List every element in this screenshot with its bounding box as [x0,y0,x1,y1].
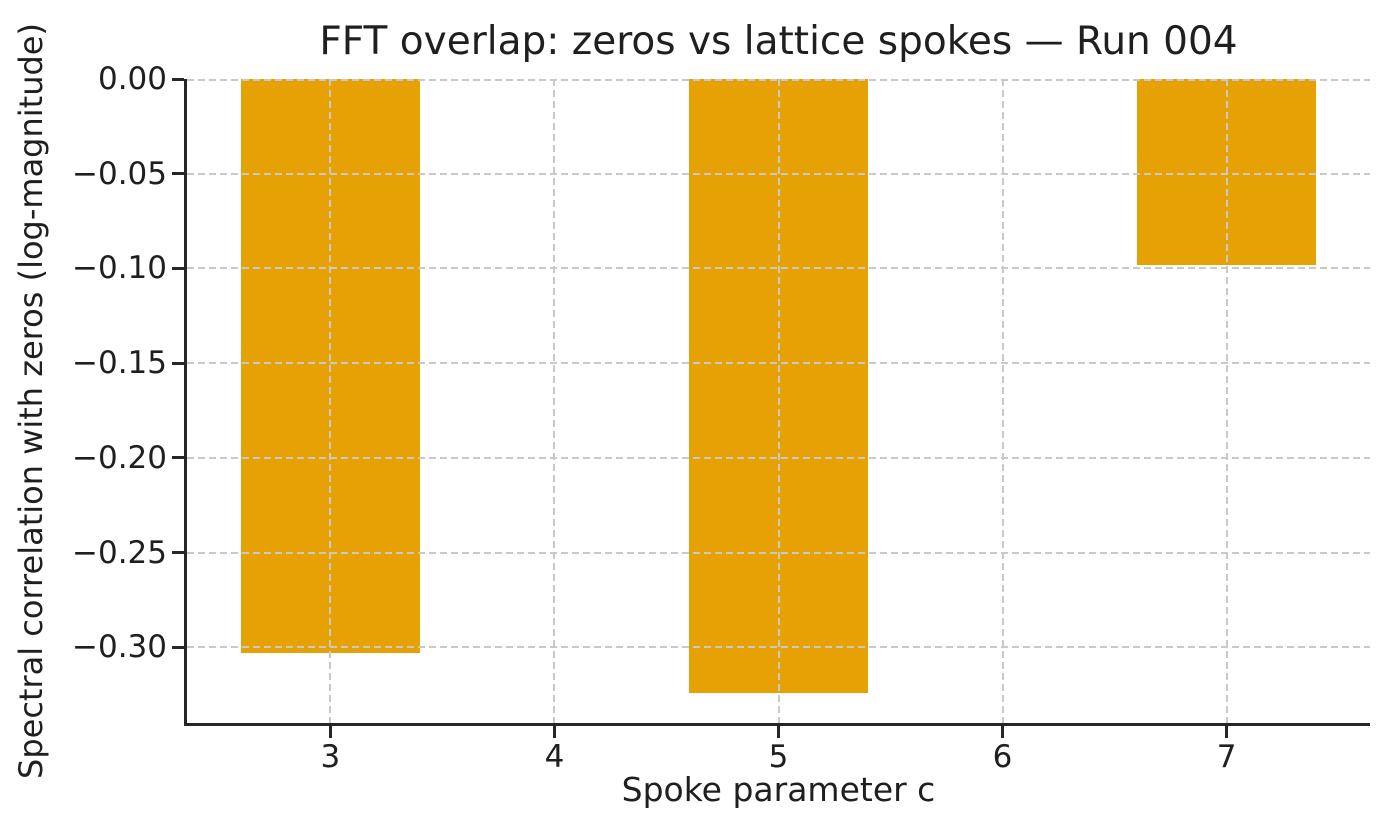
x-tick-mark [1225,726,1229,738]
grid-layer [187,79,1370,723]
y-tick-label: −0.25 [72,534,167,571]
x-tick-label: 7 [1216,739,1237,775]
y-tick-label: −0.30 [72,629,167,666]
x-gridline [777,79,780,723]
x-tick-mark [1001,726,1005,738]
y-axis-spine [184,79,187,726]
y-tick-label: −0.15 [72,345,167,382]
y-tick-mark [172,551,184,555]
x-axis-spine [184,723,1370,726]
y-tick-label: 0.00 [97,61,167,97]
x-gridline [553,79,556,723]
y-axis-label: Spectral correlation with zeros (log-mag… [12,23,50,779]
y-tick-mark [172,266,184,270]
x-tick-label: 4 [544,739,565,775]
y-tick-mark [172,645,184,649]
x-gridline [329,79,332,723]
y-tick-label: −0.05 [72,155,167,192]
x-tick-mark [552,726,556,738]
x-gridline [1001,79,1004,723]
y-tick-label: −0.10 [72,250,167,287]
y-tick-label: −0.20 [72,439,167,476]
y-tick-mark [172,361,184,365]
y-tick-mark [172,172,184,176]
y-tick-mark [172,77,184,81]
x-tick-mark [328,726,332,738]
x-tick-label: 6 [992,739,1013,775]
x-tick-label: 3 [320,739,341,775]
plot-area [187,79,1370,723]
x-tick-label: 5 [768,739,789,775]
y-tick-mark [172,456,184,460]
x-tick-mark [777,726,780,738]
x-axis-label: Spoke parameter c [621,770,936,809]
chart-title: FFT overlap: zeros vs lattice spokes — R… [319,19,1238,64]
x-gridline [1225,79,1228,723]
